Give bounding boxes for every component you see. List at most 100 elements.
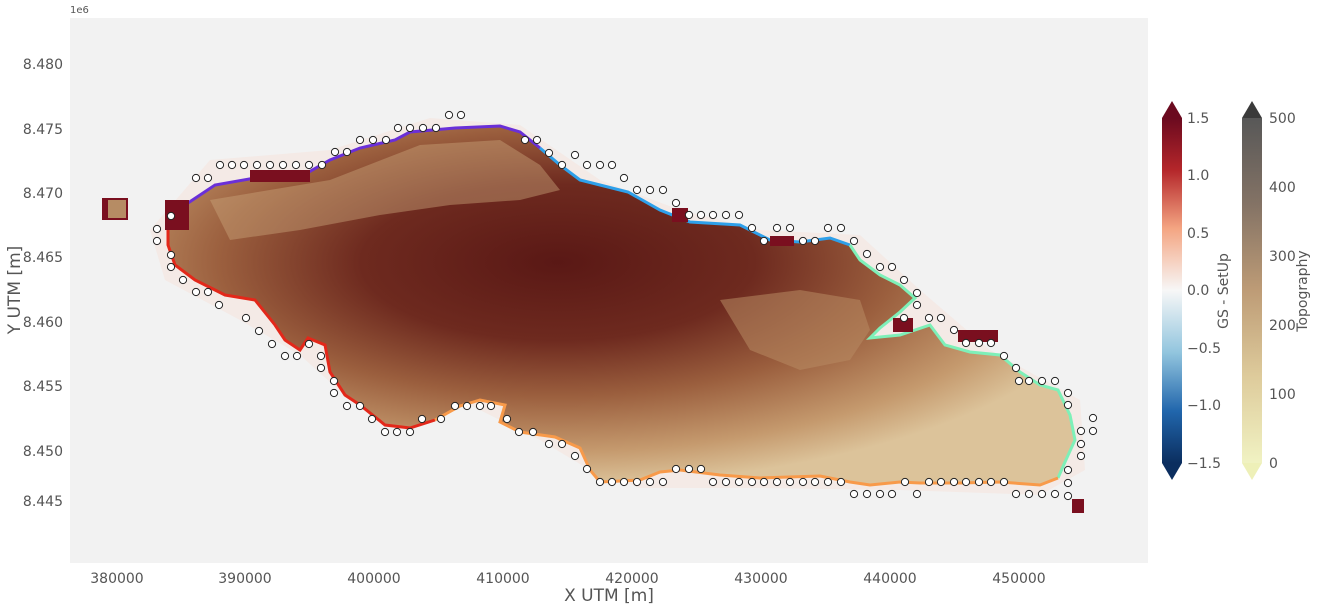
colorbar-topo-top-arrow xyxy=(1242,101,1262,118)
observation-point xyxy=(393,123,403,133)
x-tick: 450000 xyxy=(992,571,1045,587)
observation-point xyxy=(215,160,225,170)
observation-point xyxy=(772,477,782,487)
northern-slope xyxy=(210,140,560,240)
observation-point xyxy=(252,160,262,170)
observation-point xyxy=(899,313,909,323)
observation-point xyxy=(178,275,188,285)
observation-point xyxy=(671,464,681,474)
observation-point xyxy=(986,477,996,487)
observation-point xyxy=(203,173,213,183)
observation-point xyxy=(544,148,554,158)
y-tick: 8.450 xyxy=(23,444,63,460)
x-tick: 380000 xyxy=(90,571,143,587)
topo-tick: 500 xyxy=(1269,111,1296,127)
observation-point xyxy=(810,477,820,487)
observation-point xyxy=(823,477,833,487)
observation-point xyxy=(444,110,454,120)
observation-point xyxy=(570,451,580,461)
setup-tick: 1.0 xyxy=(1187,168,1209,184)
y-axis-label: Y UTM [m] xyxy=(5,246,25,336)
observation-point xyxy=(502,414,512,424)
observation-point xyxy=(658,477,668,487)
observation-point xyxy=(999,477,1009,487)
y-tick: 8.470 xyxy=(23,186,63,202)
observation-point xyxy=(619,173,629,183)
observation-points xyxy=(152,110,1098,501)
observation-point xyxy=(862,249,872,259)
observation-point xyxy=(417,414,427,424)
observation-point xyxy=(1024,376,1034,386)
observation-point xyxy=(342,401,352,411)
observation-point xyxy=(645,477,655,487)
observation-point xyxy=(912,300,922,310)
observation-point xyxy=(292,351,302,361)
observation-point xyxy=(380,427,390,437)
observation-point xyxy=(899,275,909,285)
observation-point xyxy=(367,414,377,424)
observation-point xyxy=(721,210,731,220)
topo-tick: 0 xyxy=(1269,456,1278,472)
observation-point xyxy=(632,185,642,195)
observation-point xyxy=(696,210,706,220)
y-tick: 8.460 xyxy=(23,315,63,331)
observation-point xyxy=(949,325,959,335)
observation-point xyxy=(721,477,731,487)
observation-point xyxy=(278,160,288,170)
observation-point xyxy=(152,236,162,246)
observation-point xyxy=(1024,489,1034,499)
setup-tick: −1.5 xyxy=(1187,456,1221,472)
observation-point xyxy=(254,326,264,336)
topo-tick: 400 xyxy=(1269,180,1296,196)
observation-point xyxy=(304,339,314,349)
observation-point xyxy=(849,489,859,499)
observation-point xyxy=(329,376,339,386)
colorbar-setup: 1.5 1.0 0.5 0.0 −0.5 −1.0 −1.5 GS - SetU… xyxy=(1162,101,1232,480)
observation-point xyxy=(924,477,934,487)
observation-point xyxy=(582,160,592,170)
colorbar-setup-bottom-arrow xyxy=(1162,463,1182,480)
observation-point xyxy=(747,223,757,233)
observation-point xyxy=(436,414,446,424)
observation-point xyxy=(734,210,744,220)
observation-point xyxy=(392,427,402,437)
observation-point xyxy=(1063,465,1073,475)
observation-point xyxy=(203,287,213,297)
observation-point xyxy=(887,262,897,272)
observation-point xyxy=(785,223,795,233)
observation-point xyxy=(912,288,922,298)
observation-point xyxy=(759,477,769,487)
x-tick: 440000 xyxy=(863,571,916,587)
observation-point xyxy=(1037,489,1047,499)
colorbar-setup-top-arrow xyxy=(1162,101,1182,118)
colorbar-topography: 500 400 300 200 100 0 Topography xyxy=(1242,101,1311,480)
observation-point xyxy=(520,135,530,145)
setup-tick: −0.5 xyxy=(1187,341,1221,357)
observation-point xyxy=(875,262,885,272)
observation-point xyxy=(696,464,706,474)
topo-tick: 300 xyxy=(1269,249,1296,265)
topo-tick: 200 xyxy=(1269,318,1296,334)
observation-point xyxy=(936,477,946,487)
colorbar-topo-bottom-arrow xyxy=(1242,463,1262,480)
observation-point xyxy=(330,147,340,157)
x-tick: 390000 xyxy=(218,571,271,587)
observation-point xyxy=(528,427,538,437)
x-tick: 410000 xyxy=(476,571,529,587)
observation-point xyxy=(265,160,275,170)
observation-point xyxy=(291,160,301,170)
observation-point xyxy=(684,464,694,474)
observation-point xyxy=(798,236,808,246)
observation-point xyxy=(239,160,249,170)
observation-point xyxy=(875,489,885,499)
observation-point xyxy=(405,123,415,133)
observation-point xyxy=(607,477,617,487)
observation-point xyxy=(708,210,718,220)
observation-point xyxy=(823,223,833,233)
observation-point xyxy=(999,351,1009,361)
setup-tick: 0.5 xyxy=(1187,226,1209,242)
observation-point xyxy=(317,160,327,170)
setup-tick: −1.0 xyxy=(1187,398,1221,414)
observation-point xyxy=(1063,388,1073,398)
